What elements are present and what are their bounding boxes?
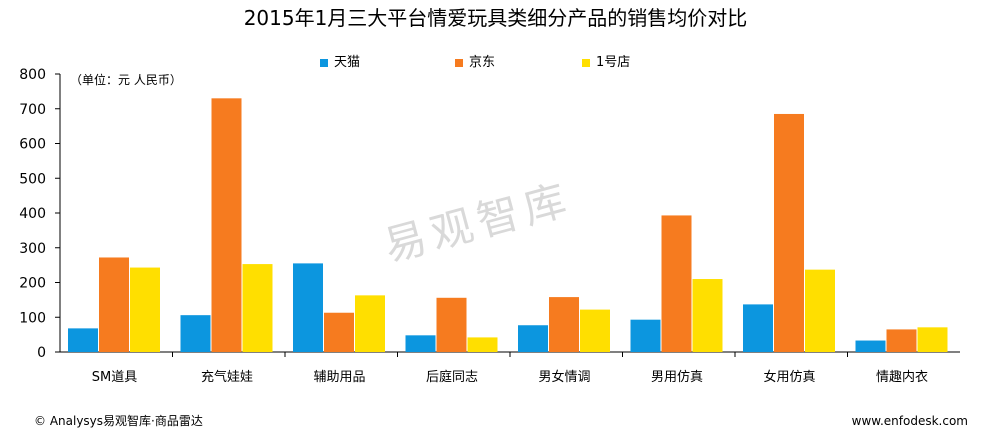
bar-jd [436,297,467,352]
y-tick-label: 500 [19,171,46,187]
legend-label-jd: 京东 [469,55,496,70]
footer-copyright: © Analysys易观智库·商品雷达 [34,414,203,428]
y-tick-label: 300 [19,241,46,257]
bar-tmall [743,304,773,352]
bar-jd [99,257,129,352]
y-tick-label: 800 [19,67,46,83]
legend-label-yhd: 1号店 [596,55,631,70]
bar-yhd [692,279,723,352]
legend-swatch-tmall [320,59,328,67]
y-tick-label: 700 [19,102,46,118]
bar-jd [549,297,579,352]
bar-yhd [355,295,385,352]
unit-label: （单位：元 人民币） [70,73,182,87]
bar-tmall [293,263,323,352]
bar-jd [324,312,354,352]
footer-website: www.enfodesk.com [851,414,968,428]
bar-tmall [630,319,661,352]
bar-jd [661,215,692,352]
bar-tmall [405,335,436,352]
bar-yhd [467,337,498,352]
chart-title: 2015年1月三大平台情爱玩具类细分产品的销售均价对比 [243,6,748,30]
y-tick-label: 100 [19,310,46,326]
bar-yhd [917,327,948,352]
bar-tmall [518,325,548,352]
legend-label-tmall: 天猫 [334,55,361,70]
x-tick-label: 男用仿真 [651,370,703,385]
bar-jd [211,98,242,352]
x-tick-label: 后庭同志 [426,369,478,385]
legend-swatch-jd [455,59,463,67]
bar-jd [774,113,804,353]
bar-tmall [68,328,98,352]
y-tick-label: 0 [37,345,46,361]
bar-tmall [855,340,886,352]
y-tick-label: 400 [19,206,46,222]
bar-yhd [242,264,273,352]
x-tick-label: 女用仿真 [763,369,815,385]
y-tick-label: 600 [19,137,46,153]
bar-jd [886,329,917,352]
x-tick-label: 充气娃娃 [201,369,253,385]
y-tick-label: 200 [19,276,46,292]
x-tick-label: 辅助用品 [313,370,365,385]
bar-yhd [805,269,835,352]
x-tick-label: 男女情调 [538,369,590,385]
bar-yhd [130,267,160,352]
bar-yhd [580,309,610,352]
x-tick-label: 情趣内衣 [876,369,928,385]
x-tick-label: SM道具 [92,370,137,385]
legend-swatch-yhd [582,59,590,67]
bar-tmall [180,315,211,352]
